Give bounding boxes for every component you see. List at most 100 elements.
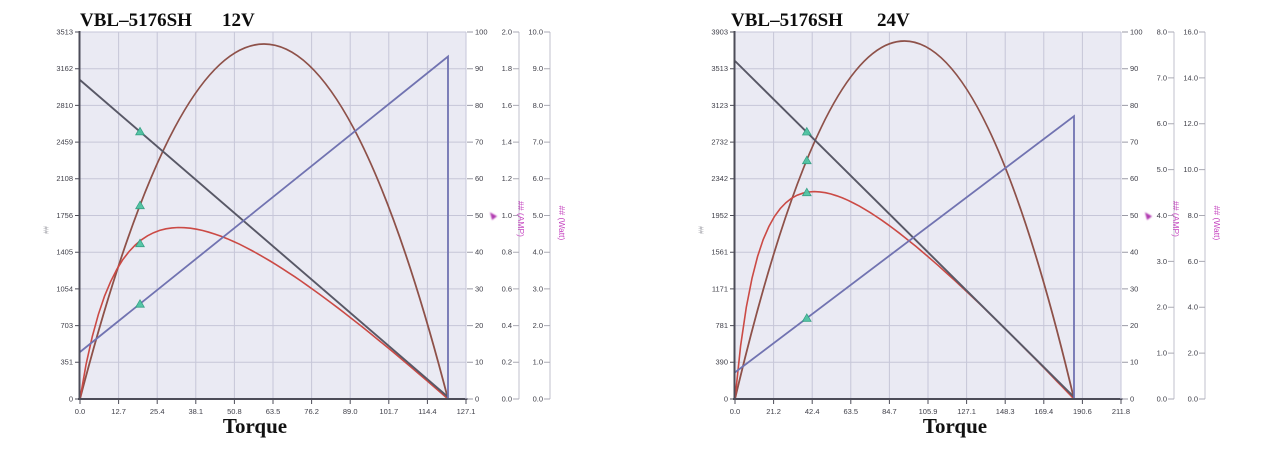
svg-text:9.0: 9.0: [533, 64, 543, 73]
svg-text:1.6: 1.6: [502, 101, 512, 110]
svg-text:10.0: 10.0: [1183, 165, 1198, 174]
svg-text:0: 0: [1130, 394, 1134, 403]
svg-text:12.7: 12.7: [111, 407, 126, 416]
svg-text:20: 20: [1130, 321, 1138, 330]
svg-text:5.0: 5.0: [533, 211, 543, 220]
svg-text:0.2: 0.2: [502, 358, 512, 367]
svg-text:6.0: 6.0: [1188, 257, 1198, 266]
svg-text:40: 40: [1130, 248, 1138, 257]
svg-text:0: 0: [724, 394, 728, 403]
svg-text:10: 10: [1130, 358, 1138, 367]
svg-text:50.8: 50.8: [227, 407, 242, 416]
svg-text:0.0: 0.0: [75, 407, 85, 416]
svg-text:12.0: 12.0: [1183, 119, 1198, 128]
svg-text:2108: 2108: [56, 174, 73, 183]
svg-text:8.0: 8.0: [1157, 27, 1167, 36]
svg-text:## (Watt): ## (Watt): [1212, 206, 1222, 241]
svg-text:5.0: 5.0: [1157, 165, 1167, 174]
svg-text:Torque: Torque: [923, 414, 987, 438]
svg-text:211.8: 211.8: [1112, 407, 1130, 416]
svg-text:1.2: 1.2: [502, 174, 512, 183]
svg-text:2342: 2342: [711, 174, 728, 183]
svg-text:0.8: 0.8: [502, 248, 512, 257]
svg-text:4.0: 4.0: [533, 248, 543, 257]
svg-text:1.0: 1.0: [502, 211, 512, 220]
svg-text:1171: 1171: [712, 284, 728, 293]
svg-text:70: 70: [1130, 138, 1138, 147]
svg-text:3513: 3513: [56, 27, 73, 36]
svg-text:6.0: 6.0: [1157, 119, 1167, 128]
svg-text:20: 20: [475, 321, 483, 330]
svg-text:12V: 12V: [222, 10, 255, 31]
svg-text:50: 50: [475, 211, 483, 220]
svg-text:1561: 1561: [711, 248, 728, 257]
svg-text:100: 100: [1130, 27, 1143, 36]
svg-text:2732: 2732: [711, 138, 728, 147]
svg-text:3513: 3513: [711, 64, 728, 73]
svg-text:VBL–5176SH: VBL–5176SH: [80, 10, 192, 31]
svg-text:Torque: Torque: [223, 414, 287, 438]
svg-text:100: 100: [475, 27, 488, 36]
svg-text:3903: 3903: [711, 27, 728, 36]
svg-text:24V: 24V: [877, 10, 910, 31]
svg-text:1.4: 1.4: [502, 138, 512, 147]
svg-text:7.0: 7.0: [1157, 73, 1167, 82]
svg-text:60: 60: [1130, 174, 1138, 183]
svg-text:80: 80: [1130, 101, 1138, 110]
svg-text:3162: 3162: [56, 64, 73, 73]
svg-text:4.0: 4.0: [1157, 211, 1167, 220]
svg-text:0.6: 0.6: [502, 284, 512, 293]
svg-text:42.4: 42.4: [805, 407, 820, 416]
svg-text:##: ##: [697, 226, 704, 234]
svg-text:## (Watt): ## (Watt): [557, 206, 567, 241]
svg-text:2810: 2810: [56, 101, 73, 110]
svg-text:0.4: 0.4: [502, 321, 512, 330]
svg-text:190.6: 190.6: [1073, 407, 1092, 416]
svg-text:## (AMP): ## (AMP): [516, 201, 526, 237]
svg-text:89.0: 89.0: [343, 407, 358, 416]
svg-text:0.0: 0.0: [533, 394, 543, 403]
svg-text:63.5: 63.5: [843, 407, 858, 416]
svg-text:76.2: 76.2: [304, 407, 319, 416]
svg-text:1405: 1405: [56, 248, 73, 257]
svg-text:351: 351: [60, 358, 73, 367]
svg-text:10.0: 10.0: [528, 27, 543, 36]
svg-text:VBL–5176SH: VBL–5176SH: [731, 10, 843, 31]
svg-text:70: 70: [475, 138, 483, 147]
svg-text:0: 0: [475, 394, 479, 403]
svg-text:90: 90: [1130, 64, 1138, 73]
svg-text:16.0: 16.0: [1183, 27, 1198, 36]
svg-text:63.5: 63.5: [266, 407, 281, 416]
svg-text:390: 390: [715, 358, 728, 367]
svg-text:114.4: 114.4: [418, 407, 436, 416]
svg-text:148.3: 148.3: [996, 407, 1015, 416]
svg-text:2.0: 2.0: [502, 27, 512, 36]
svg-text:6.0: 6.0: [533, 174, 543, 183]
svg-text:0: 0: [69, 394, 73, 403]
svg-text:8.0: 8.0: [533, 101, 543, 110]
svg-text:8.0: 8.0: [1188, 211, 1198, 220]
svg-text:1054: 1054: [56, 284, 73, 293]
svg-text:3.0: 3.0: [533, 284, 543, 293]
svg-text:40: 40: [475, 248, 483, 257]
svg-text:3123: 3123: [711, 101, 728, 110]
svg-text:84.7: 84.7: [882, 407, 897, 416]
svg-text:169.4: 169.4: [1034, 407, 1053, 416]
svg-text:90: 90: [475, 64, 483, 73]
svg-text:21.2: 21.2: [766, 407, 781, 416]
svg-text:2.0: 2.0: [1188, 349, 1198, 358]
svg-text:0.0: 0.0: [730, 407, 740, 416]
svg-text:60: 60: [475, 174, 483, 183]
svg-text:3.0: 3.0: [1157, 257, 1167, 266]
svg-text:0.0: 0.0: [502, 394, 512, 403]
svg-text:80: 80: [475, 101, 483, 110]
svg-text:127.1: 127.1: [457, 407, 476, 416]
svg-text:781: 781: [715, 321, 728, 330]
svg-text:30: 30: [1130, 284, 1138, 293]
svg-text:4.0: 4.0: [1188, 303, 1198, 312]
svg-text:1.8: 1.8: [502, 64, 512, 73]
svg-text:1.0: 1.0: [1157, 349, 1167, 358]
svg-text:127.1: 127.1: [957, 407, 976, 416]
svg-text:101.7: 101.7: [379, 407, 398, 416]
svg-text:2459: 2459: [56, 138, 73, 147]
